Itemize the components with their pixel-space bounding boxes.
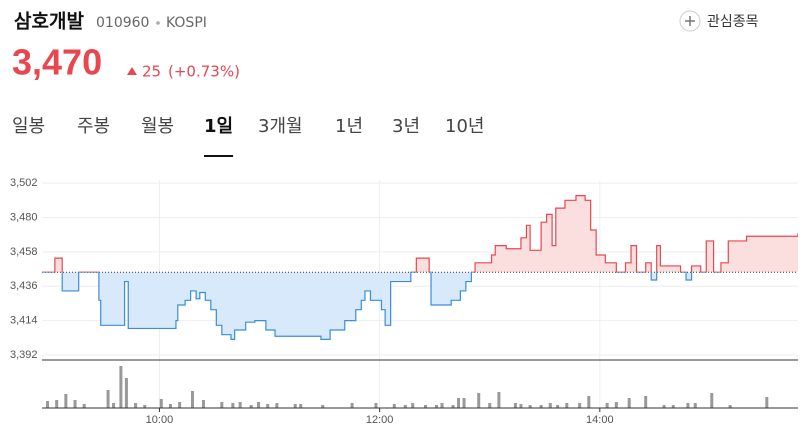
volume-bar (728, 405, 732, 408)
area-down (42, 272, 798, 340)
volume-bar (451, 405, 455, 408)
period-tab[interactable]: 일봉 (12, 116, 45, 137)
volume-bar (178, 402, 182, 408)
price-change: 25 (142, 63, 161, 81)
volume-bar (528, 405, 532, 408)
volume-bar (662, 405, 666, 408)
volume-bar (587, 396, 591, 408)
volume-bar (435, 405, 439, 408)
volume-bar (424, 405, 428, 408)
volume-bar (519, 404, 523, 408)
volume-bar (168, 404, 172, 408)
y-tick-label: 3,480 (10, 211, 38, 223)
y-tick-label: 3,392 (10, 349, 38, 361)
volume-bar (513, 403, 517, 408)
period-tab[interactable]: 1년 (335, 116, 363, 137)
volume-bar (539, 405, 543, 408)
stock-code: 010960 (96, 15, 149, 31)
period-tab[interactable]: 3년 (392, 116, 420, 137)
volume-bar (112, 403, 116, 408)
period-tabs: 일봉 주봉 월봉 1일 3개월 1년 3년 10년 (12, 116, 484, 157)
volume-bar (231, 403, 235, 408)
stock-name: 삼호개발 (14, 11, 84, 33)
y-tick-label: 3,502 (10, 177, 38, 189)
volume-bar (457, 398, 461, 408)
area-up (54, 195, 798, 273)
watch-label[interactable]: 관심종목 (707, 14, 759, 30)
volume-bar (190, 391, 194, 408)
volume-bar (765, 397, 769, 408)
watch-button[interactable]: 관심종목 (679, 10, 759, 32)
plus-sign (685, 16, 695, 26)
volume-bar (565, 403, 569, 408)
volume-bar (686, 403, 690, 408)
current-price: 3,470 (12, 42, 102, 83)
volume-bar (64, 394, 68, 408)
up-arrow (127, 67, 137, 75)
price-change-pct: (+0.73%) (168, 63, 240, 81)
volume-bar (293, 404, 297, 408)
volume-bar (238, 402, 242, 408)
volume-bar (462, 398, 466, 408)
y-tick-label: 3,436 (10, 280, 38, 292)
volume-bar (46, 401, 50, 408)
volume-bar (124, 378, 128, 408)
period-tab[interactable]: 1일 (204, 116, 233, 137)
volume-bar (440, 403, 444, 408)
volume-bar (403, 405, 407, 408)
y-tick-label: 3,414 (10, 315, 38, 327)
period-tab[interactable]: 주봉 (77, 116, 110, 137)
volume-bar (374, 403, 378, 408)
volume-bar (614, 402, 618, 408)
separator-dot (156, 21, 160, 25)
volume-bar (220, 402, 224, 408)
volume-bar (266, 404, 270, 408)
volume-bar (556, 405, 560, 408)
volume-bar (249, 405, 253, 408)
volume-bar (411, 403, 415, 408)
volume-bar (578, 403, 582, 408)
volume-bar (55, 400, 59, 408)
volume-bar (119, 366, 123, 408)
volume-bar (134, 403, 138, 408)
volume-bar (201, 400, 205, 408)
volume-bar (275, 403, 279, 408)
volume-bar (159, 399, 163, 408)
period-tab[interactable]: 3개월 (258, 116, 303, 137)
volume-bar (548, 403, 552, 408)
volume-bar (350, 403, 354, 408)
market: KOSPI (166, 15, 207, 31)
volume-bar (644, 396, 648, 408)
chart: 3,502 3,480 3,458 3,436 3,414 3,392 10:00 12:00… (10, 177, 798, 426)
volume-bar (82, 404, 86, 408)
y-tick-label: 3,458 (10, 246, 38, 258)
period-tab[interactable]: 월봉 (141, 116, 174, 137)
x-tick-label: 14:00 (586, 414, 614, 426)
volume-bar (605, 403, 609, 408)
volume-bar (477, 393, 481, 408)
price-line-down (42, 272, 722, 340)
price-line-up (42, 195, 798, 273)
volume-bar (257, 402, 261, 408)
volume-bar (693, 403, 697, 408)
volume-bar (671, 405, 675, 408)
x-tick-label: 10:00 (146, 414, 174, 426)
volume-bar (627, 398, 631, 408)
volume-bar (106, 390, 110, 408)
volume-bar (73, 400, 77, 408)
x-tick-label: 12:00 (366, 414, 394, 426)
volume-bar (488, 403, 492, 408)
volume-bar (143, 405, 147, 408)
volume-bar (321, 405, 325, 408)
volume-bar (299, 404, 303, 408)
volume-bar (497, 392, 501, 408)
volume-bar (392, 404, 396, 408)
period-tab[interactable]: 10년 (445, 116, 484, 137)
volume-bar (710, 393, 714, 408)
